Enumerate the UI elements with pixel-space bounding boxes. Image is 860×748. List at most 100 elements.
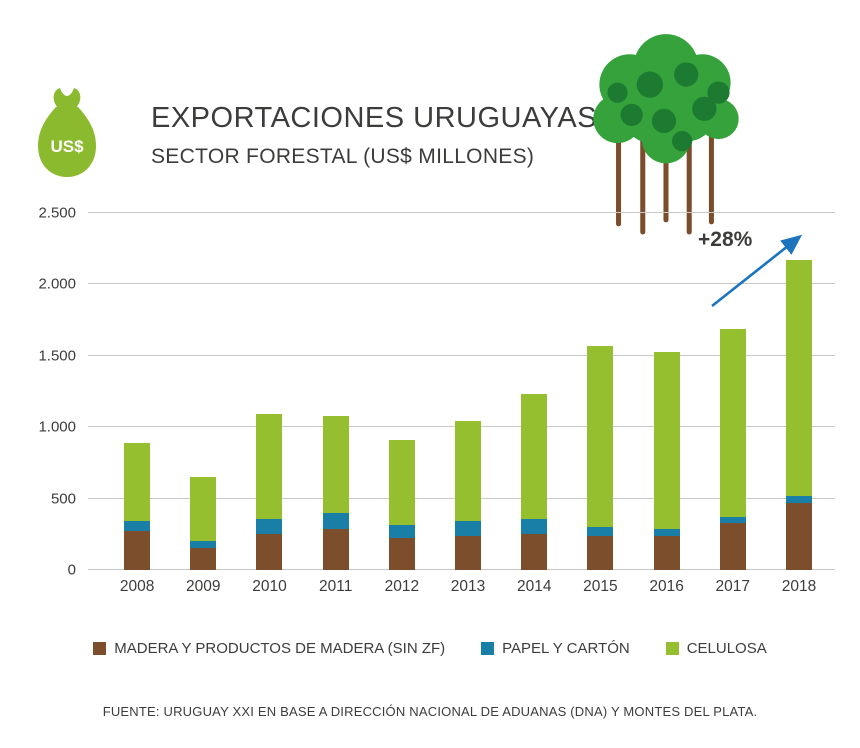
bar-2013	[455, 213, 482, 570]
bar-slot-2009	[170, 213, 236, 570]
bar-slot-2010	[236, 213, 302, 570]
bar-segment	[785, 502, 812, 570]
x-tick-label: 2017	[715, 578, 751, 595]
y-tick-label: 1.500	[38, 347, 76, 365]
bar-slot-2011	[303, 213, 369, 570]
legend-swatch	[93, 642, 107, 655]
x-tick-label: 2014	[516, 578, 552, 595]
x-tick-label: 2018	[781, 578, 817, 595]
bar-segment	[653, 351, 680, 530]
bar-2009	[190, 213, 217, 570]
bar-segment	[256, 519, 283, 535]
legend-item: PAPEL Y CARTÓN	[481, 640, 630, 657]
source-note: FUENTE: URUGUAY XXI EN BASE A DIRECCIÓN …	[102, 704, 758, 719]
bar-segment	[521, 394, 548, 520]
y-tick-label: 2.500	[38, 204, 76, 222]
page-title: EXPORTACIONES URUGUAYAS	[151, 102, 598, 134]
bar-slot-2013	[435, 213, 501, 570]
bar-segment	[455, 521, 482, 536]
bar-segment	[256, 414, 283, 520]
bar-2010	[256, 213, 283, 570]
bar-slot-2018	[766, 213, 832, 570]
y-tick-label: 0	[67, 561, 76, 579]
bar-segment	[322, 528, 349, 570]
bar-segment	[322, 512, 349, 529]
x-tick-label: 2008	[119, 578, 155, 595]
bar-segment	[190, 540, 217, 548]
bar-segment	[455, 420, 482, 522]
y-axis: 0 500 1.000 1.500 2.000 2.500	[12, 206, 76, 578]
tree-crown-spots	[607, 62, 730, 152]
bar-2016	[653, 213, 680, 570]
page-subtitle: SECTOR FORESTAL (US$ MILLONES)	[151, 145, 535, 168]
bar-2008	[124, 213, 151, 570]
bar-segment	[388, 537, 415, 570]
bar-2018	[785, 213, 812, 570]
bar-slot-2016	[634, 213, 700, 570]
bar-segment	[587, 536, 614, 570]
trees-illustration	[593, 34, 739, 235]
bar-segment	[521, 534, 548, 570]
x-tick-label: 2010	[252, 578, 287, 595]
bar-slot-2012	[369, 213, 435, 570]
bar-segment	[653, 536, 680, 570]
x-tick-label: 2011	[318, 578, 353, 595]
legend-item: MADERA Y PRODUCTOS DE MADERA (SIN ZF)	[93, 640, 445, 657]
y-tick-label: 1.000	[38, 418, 76, 436]
x-tick-label: 2013	[450, 578, 486, 595]
legend-label: CELULOSA	[686, 640, 767, 657]
bar-slot-2017	[700, 213, 766, 570]
gridline	[88, 212, 835, 213]
bar-segment	[256, 534, 283, 570]
legend: MADERA Y PRODUCTOS DE MADERA (SIN ZF) PAP…	[0, 640, 860, 657]
y-tick-label: 500	[50, 490, 76, 508]
x-tick-label: 2012	[384, 578, 420, 595]
bar-segment	[190, 477, 217, 541]
bars	[104, 213, 832, 570]
bar-segment	[719, 517, 746, 523]
bar-segment	[719, 328, 746, 518]
title-block: EXPORTACIONES URUGUAYAS SECTOR FORESTAL …	[151, 102, 597, 169]
plot-columns: 2008 2009 2010 2011 2012 2013 2014 2015 2016 2017…	[104, 213, 832, 595]
money-bag-label: US$	[50, 137, 84, 156]
bar-segment	[587, 345, 614, 528]
bar-segment	[322, 415, 349, 513]
bar-segment	[388, 525, 415, 538]
gridline	[88, 354, 835, 356]
x-tick-label: 2016	[649, 578, 684, 595]
bar-2015	[587, 213, 614, 570]
legend-swatch	[481, 642, 495, 655]
bar-segment	[719, 522, 746, 570]
bar-segment	[190, 547, 217, 570]
bar-slot-2008	[104, 213, 170, 570]
bar-segment	[785, 496, 812, 503]
bar-segment	[455, 535, 482, 570]
x-tick-label: 2015	[583, 578, 618, 595]
bar-segment	[587, 527, 614, 537]
bar-segment	[785, 260, 812, 497]
bar-segment	[124, 520, 151, 532]
bar-2014	[521, 213, 548, 570]
growth-annotation: +28%	[698, 228, 753, 251]
bar-segment	[521, 519, 548, 535]
gridline	[88, 283, 835, 285]
legend-label: MADERA Y PRODUCTOS DE MADERA (SIN ZF)	[114, 640, 446, 657]
money-bag-icon: US$	[38, 88, 96, 177]
bar-segment	[124, 442, 151, 521]
legend-swatch	[665, 642, 679, 655]
bar-segment	[124, 531, 151, 570]
x-tick-label: 2009	[186, 578, 221, 595]
y-tick-label: 2.000	[38, 275, 76, 293]
bar-2017	[719, 213, 746, 570]
x-axis: 2008 2009 2010 2011 2012 2013 2014 2015 2016 2017…	[104, 578, 832, 596]
bar-slot-2015	[567, 213, 633, 570]
legend-label: PAPEL Y CARTÓN	[502, 640, 630, 657]
bar-2012	[388, 213, 415, 570]
bar-segment	[653, 529, 680, 537]
growth-arrow-icon	[711, 234, 803, 308]
bar-2011	[322, 213, 349, 570]
legend-item: CELULOSA	[665, 640, 767, 657]
bar-segment	[388, 440, 415, 526]
bar-slot-2014	[501, 213, 567, 570]
